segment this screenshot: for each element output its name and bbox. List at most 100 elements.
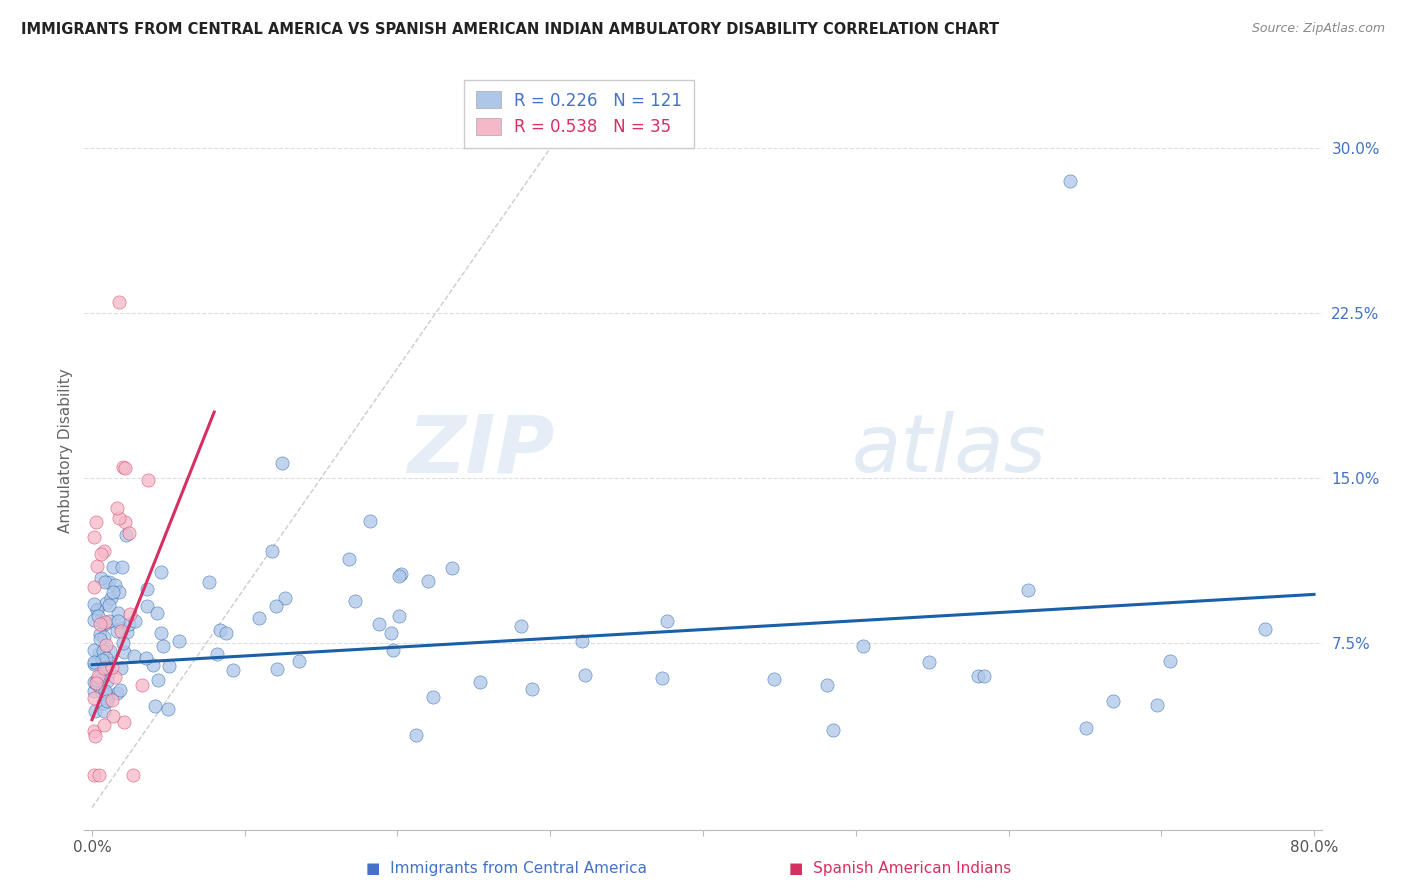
Point: [468, 674, 491, 689]
Point: [150, 565, 173, 579]
Point: [90, 571, 112, 585]
Point: [571, 634, 593, 648]
Point: [131, 678, 153, 692]
Y-axis label: Ambulatory Disability: Ambulatory Disability: [58, 368, 73, 533]
Point: [136, 582, 159, 596]
Point: [143, 699, 166, 714]
Point: [97, 690, 120, 704]
Point: [122, 767, 145, 781]
Point: [1017, 582, 1039, 597]
Point: [83, 674, 105, 689]
Point: [574, 668, 596, 682]
Point: [108, 584, 131, 599]
Point: [389, 566, 412, 581]
Point: [114, 515, 136, 529]
Point: [91, 696, 114, 710]
Point: [169, 634, 191, 648]
Point: [288, 654, 311, 668]
Point: [105, 624, 128, 638]
Point: [1146, 698, 1168, 712]
Point: [87, 767, 110, 781]
Point: [270, 456, 292, 470]
Point: [83, 597, 105, 611]
Point: [86, 515, 108, 529]
Point: [89, 632, 111, 646]
Point: [1159, 654, 1181, 668]
Point: [100, 591, 122, 605]
Text: ■  Spanish American Indians: ■ Spanish American Indians: [789, 861, 1011, 876]
Point: [89, 617, 111, 632]
Point: [83, 691, 105, 706]
Point: [118, 607, 141, 621]
Point: [87, 678, 110, 692]
Point: [87, 609, 110, 624]
Point: [111, 459, 134, 474]
Point: [1254, 622, 1277, 636]
Point: [91, 616, 114, 631]
Point: [97, 666, 120, 681]
Text: Source: ZipAtlas.com: Source: ZipAtlas.com: [1251, 22, 1385, 36]
Point: [107, 614, 129, 628]
Point: [108, 295, 131, 310]
Point: [111, 635, 134, 649]
Point: [83, 684, 105, 698]
Point: [823, 723, 845, 738]
Point: [89, 627, 111, 641]
Point: [83, 657, 105, 671]
Point: [368, 617, 391, 632]
Point: [112, 715, 135, 730]
Point: [91, 653, 114, 667]
Point: [94, 687, 117, 701]
Point: [98, 657, 121, 671]
Point: [101, 709, 124, 723]
Point: [93, 683, 115, 698]
Point: [852, 639, 875, 653]
Point: [86, 601, 108, 615]
Point: [98, 644, 121, 658]
Point: [762, 672, 785, 686]
Point: [422, 690, 444, 704]
Point: [91, 685, 114, 699]
Point: [96, 597, 118, 611]
Point: [94, 616, 117, 631]
Point: [105, 686, 128, 700]
Text: ■  Immigrants from Central America: ■ Immigrants from Central America: [366, 861, 647, 876]
Point: [222, 663, 245, 677]
Point: [1101, 694, 1123, 708]
Point: [96, 673, 118, 688]
Point: [405, 728, 427, 742]
Point: [815, 678, 838, 692]
Legend: R = 0.226   N = 121, R = 0.538   N = 35: R = 0.226 N = 121, R = 0.538 N = 35: [464, 79, 695, 148]
Point: [104, 671, 127, 685]
Text: IMMIGRANTS FROM CENTRAL AMERICA VS SPANISH AMERICAN INDIAN AMBULATORY DISABILITY: IMMIGRANTS FROM CENTRAL AMERICA VS SPANI…: [21, 22, 1000, 37]
Point: [136, 473, 159, 487]
Point: [142, 658, 165, 673]
Point: [108, 511, 131, 525]
Point: [122, 648, 145, 663]
Point: [101, 584, 124, 599]
Point: [274, 591, 297, 605]
Point: [135, 650, 157, 665]
Point: [94, 638, 117, 652]
Point: [96, 660, 118, 674]
Point: [83, 530, 105, 544]
Point: [124, 614, 146, 628]
Text: atlas: atlas: [852, 411, 1046, 490]
Text: ZIP: ZIP: [408, 411, 554, 490]
Point: [115, 624, 138, 639]
Point: [381, 643, 404, 657]
Point: [86, 558, 108, 573]
Point: [101, 560, 124, 574]
Point: [146, 606, 169, 620]
Point: [418, 574, 440, 588]
Point: [93, 718, 115, 732]
Point: [83, 767, 105, 781]
Point: [110, 621, 132, 635]
Point: [973, 669, 995, 683]
Point: [156, 701, 179, 715]
Point: [207, 647, 229, 661]
Point: [90, 547, 112, 561]
Point: [388, 568, 411, 582]
Point: [84, 729, 107, 743]
Point: [86, 603, 108, 617]
